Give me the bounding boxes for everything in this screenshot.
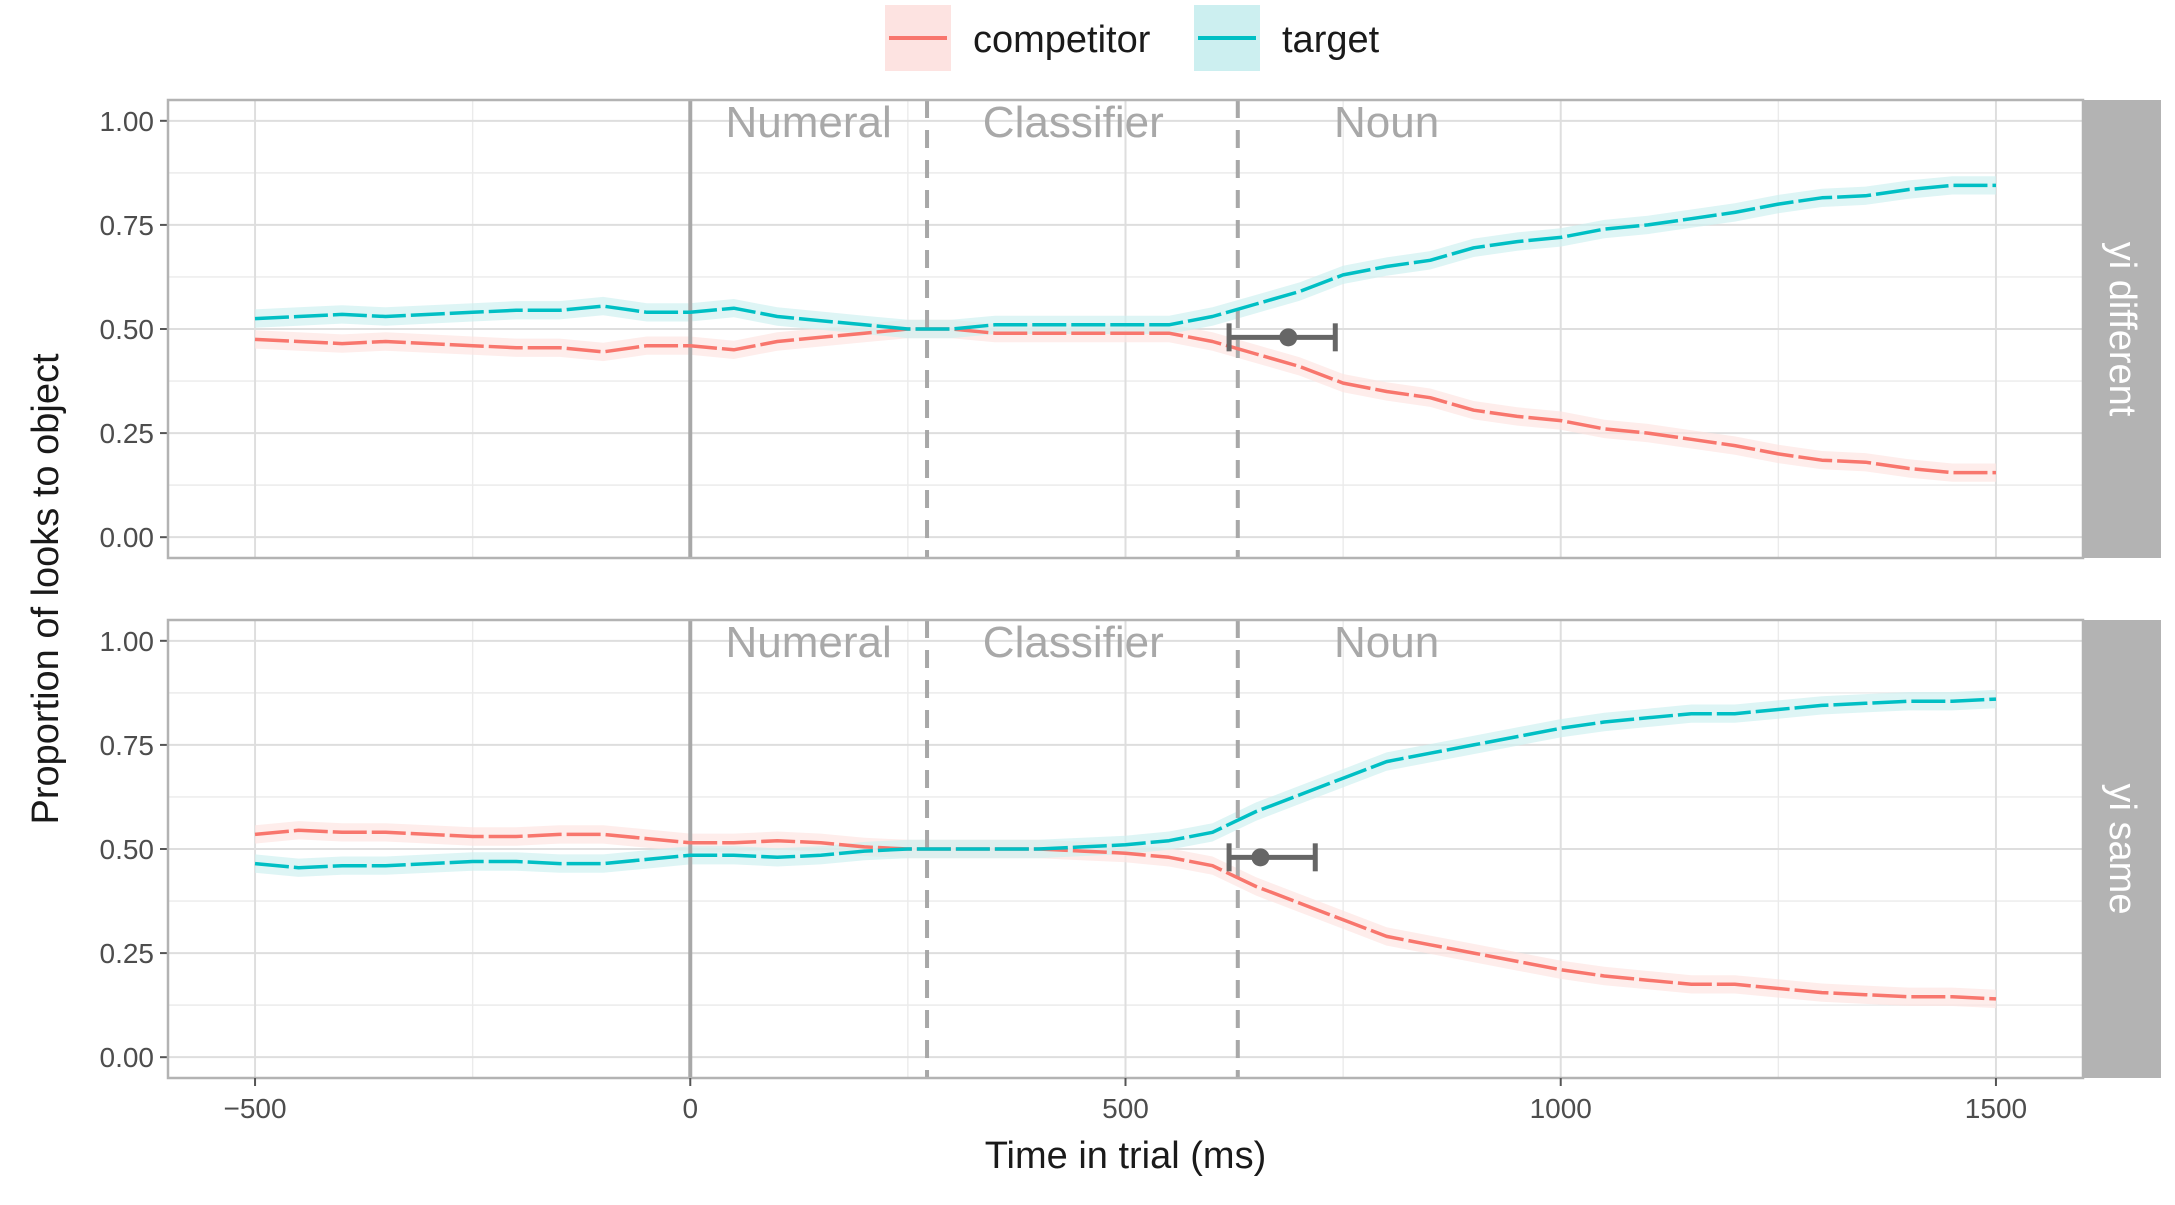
ribbon-target	[255, 176, 1996, 339]
series-line-competitor	[254, 327, 1996, 475]
panel-2: 0.00 0.25 0.50 0.75 1.00 Numeral Classifier Nou…	[100, 618, 2161, 1080]
y-tick-label: 1.00	[100, 106, 155, 137]
series-line-target	[254, 697, 1997, 870]
series-line-target	[254, 183, 1996, 331]
region-label-classifier: Classifier	[983, 618, 1164, 667]
y-tick-label: 0.00	[100, 1042, 155, 1073]
y-axis-title: Proportion of looks to object	[25, 353, 67, 824]
y-tick-label: 0.25	[100, 938, 155, 969]
facet-strip	[2083, 620, 2161, 1078]
y-tick-label: 1.00	[100, 626, 155, 657]
legend-label-target: target	[1282, 19, 1380, 61]
facet-label: yi different	[2101, 242, 2143, 417]
series-line-competitor	[254, 828, 1997, 1001]
x-axis-title: Time in trial (ms)	[985, 1135, 1266, 1177]
legend-label-competitor: competitor	[973, 19, 1151, 61]
x-tick-label: 1000	[1530, 1093, 1592, 1124]
y-tick-label: 0.50	[100, 314, 155, 345]
region-label-noun: Noun	[1334, 618, 1439, 667]
panel-1: 0.00 0.25 0.50 0.75 1.00 Numeral Classifier Nou…	[100, 98, 2161, 560]
x-tick-label: −500	[224, 1093, 287, 1124]
x-tick-label: 1500	[1965, 1093, 2027, 1124]
errorbar-point	[1279, 328, 1298, 347]
legend: competitor target	[885, 5, 1380, 71]
ribbon-competitor	[255, 821, 1996, 1009]
y-tick-label: 0.50	[100, 834, 155, 865]
x-tick-label: 500	[1102, 1093, 1149, 1124]
x-axis: −500 0 500 1000 1500	[224, 1078, 2027, 1124]
errorbar-point	[1251, 848, 1270, 867]
region-label-numeral: Numeral	[726, 98, 892, 147]
region-label-noun: Noun	[1334, 98, 1439, 147]
y-tick-label: 0.75	[100, 730, 155, 761]
y-tick-label: 0.75	[100, 210, 155, 241]
ribbon-competitor	[255, 319, 1996, 482]
ribbon-target	[255, 689, 1996, 877]
facet-strip	[2083, 100, 2161, 558]
region-label-numeral: Numeral	[726, 618, 892, 667]
y-tick-label: 0.00	[100, 522, 155, 553]
x-tick-label: 0	[682, 1093, 698, 1124]
facet-label: yi same	[2101, 784, 2143, 915]
region-label-classifier: Classifier	[983, 98, 1164, 147]
y-tick-label: 0.25	[100, 418, 155, 449]
